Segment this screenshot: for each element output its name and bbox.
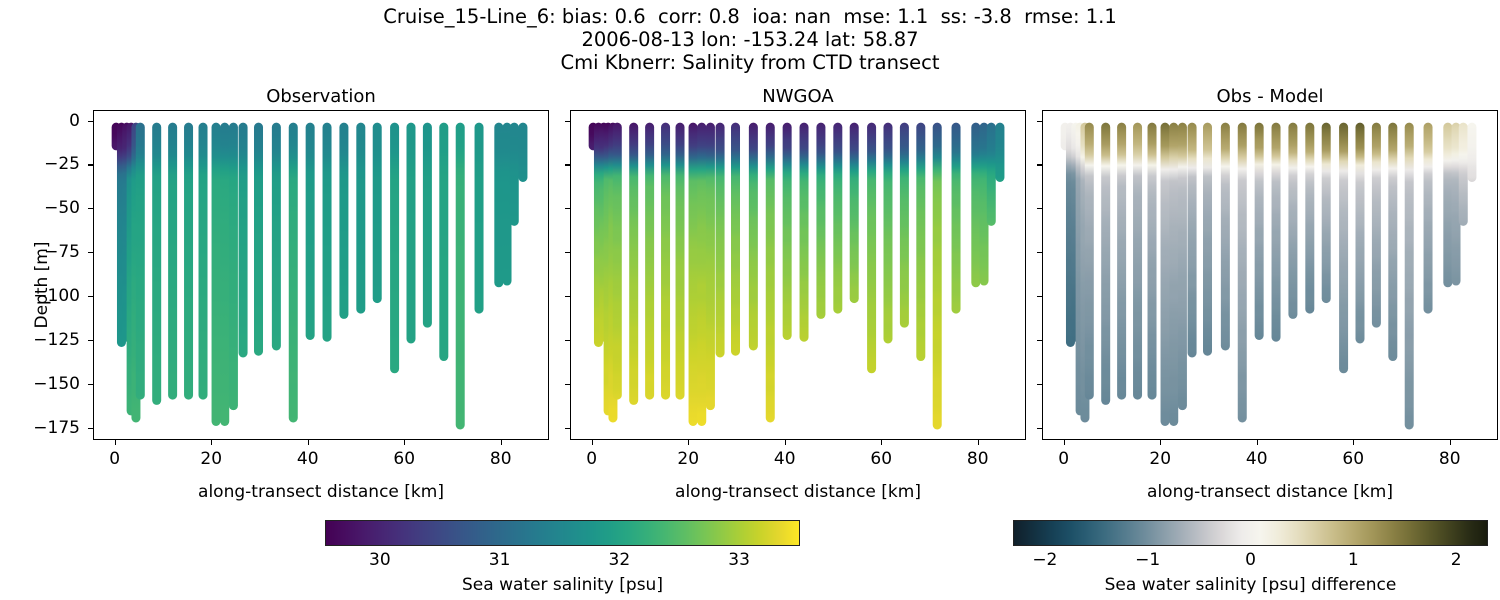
x-tick-mark: [784, 440, 786, 445]
y-axis-label-depth: Depth [m]: [32, 241, 52, 329]
y-tick-mark: [1037, 208, 1042, 210]
y-tick-mark: [1037, 383, 1042, 385]
colorbar-tick-label: 33: [728, 550, 750, 570]
y-tick-mark: [88, 296, 93, 298]
x-tick-label: 80: [966, 449, 989, 469]
x-tick-mark: [1449, 440, 1451, 445]
figure-title-line-2: 2006-08-13 lon: -153.24 lat: 58.87: [581, 28, 919, 51]
y-tick-mark: [88, 120, 93, 122]
colorbar-tick-label: 0: [1245, 550, 1256, 570]
y-tick-mark: [88, 339, 93, 342]
colorbar-tick-label: 30: [369, 550, 391, 570]
colorbar-tick-label: 2: [1450, 550, 1462, 570]
y-tick-mark: [1037, 164, 1042, 166]
x-tick-mark: [500, 440, 502, 445]
x-tick-label: 60: [1342, 449, 1365, 469]
y-tick-label: −125: [33, 329, 80, 350]
x-tick-mark: [211, 440, 213, 445]
x-tick-mark: [307, 440, 309, 445]
x-axis-label-obs-minus-model: along-transect distance [km]: [1147, 482, 1393, 502]
x-tick-mark: [114, 440, 116, 445]
panel-title-observation: Observation: [266, 86, 376, 107]
x-tick-mark: [881, 440, 883, 445]
x-tick-mark: [1160, 440, 1162, 445]
y-tick-label: −100: [33, 286, 80, 307]
y-tick-label: −50: [44, 198, 80, 219]
y-tick-label: −75: [44, 242, 80, 263]
y-tick-mark: [565, 339, 570, 342]
x-axis-label-observation: along-transect distance [km]: [198, 482, 444, 502]
y-tick-mark: [565, 296, 570, 298]
x-tick-label: 40: [296, 449, 319, 469]
x-tick-label: 0: [586, 449, 598, 469]
plot-panel-obs-minus-model[interactable]: [1042, 110, 1498, 440]
y-tick-mark: [1037, 339, 1042, 342]
x-tick-label: 40: [1245, 449, 1268, 469]
x-tick-mark: [688, 440, 690, 445]
y-tick-mark: [1037, 252, 1042, 254]
profile-canvas-obs-minus-model: [1043, 111, 1497, 439]
y-tick-mark: [1037, 120, 1042, 122]
colorbar-tick-label: 1: [1347, 550, 1359, 570]
colorbar-tick-label: 31: [488, 550, 511, 570]
y-tick-mark: [88, 164, 93, 166]
x-tick-label: 0: [109, 449, 121, 469]
colorbar-tick-label: 32: [608, 550, 631, 570]
colorbar-title-difference: Sea water salinity [psu] difference: [1104, 575, 1397, 595]
colorbar-difference[interactable]: [1013, 520, 1488, 546]
x-tick-label: 20: [200, 449, 223, 469]
x-tick-mark: [1353, 440, 1355, 445]
y-tick-mark: [565, 164, 570, 166]
x-tick-mark: [1063, 440, 1065, 445]
figure-title-line-1: Cruise_15-Line_6: bias: 0.6 corr: 0.8 io…: [383, 5, 1117, 28]
colorbar-tick-label: −2: [1032, 550, 1058, 570]
colorbar-tick-label: −1: [1135, 550, 1161, 570]
x-axis-label-nwgoa: along-transect distance [km]: [675, 482, 921, 502]
y-tick-label: −150: [33, 373, 80, 394]
y-tick-label: 0: [69, 110, 80, 131]
y-tick-mark: [1037, 427, 1042, 429]
y-tick-label: −175: [33, 417, 80, 438]
x-tick-mark: [591, 440, 593, 445]
y-tick-mark: [565, 383, 570, 385]
y-tick-mark: [88, 383, 93, 385]
y-tick-mark: [1037, 296, 1042, 298]
colorbar-gradient-difference: [1014, 521, 1487, 545]
x-tick-mark: [1256, 440, 1258, 445]
plot-panel-nwgoa[interactable]: [570, 110, 1026, 440]
y-tick-mark: [565, 208, 570, 210]
panel-title-obs-minus-model: Obs - Model: [1216, 86, 1324, 107]
x-tick-label: 60: [393, 449, 416, 469]
y-tick-mark: [88, 427, 93, 429]
colorbar-gradient-salinity: [326, 521, 799, 545]
plot-panel-observation[interactable]: [93, 110, 549, 440]
profile-canvas-observation: [94, 111, 548, 439]
y-tick-mark: [565, 427, 570, 429]
x-tick-mark: [977, 440, 979, 445]
x-tick-label: 20: [1149, 449, 1172, 469]
x-tick-label: 80: [489, 449, 512, 469]
y-tick-mark: [88, 252, 93, 254]
y-tick-mark: [88, 208, 93, 210]
x-tick-label: 80: [1438, 449, 1461, 469]
figure-title-line-3: Cmi Kbnerr: Salinity from CTD transect: [560, 51, 940, 74]
x-tick-label: 60: [870, 449, 893, 469]
y-tick-mark: [565, 252, 570, 254]
x-tick-label: 0: [1058, 449, 1070, 469]
panel-title-nwgoa: NWGOA: [762, 86, 834, 107]
x-tick-label: 20: [677, 449, 700, 469]
x-tick-label: 40: [773, 449, 796, 469]
y-tick-mark: [565, 120, 570, 122]
colorbar-title-salinity: Sea water salinity [psu]: [462, 575, 663, 595]
colorbar-salinity[interactable]: [325, 520, 800, 546]
y-tick-label: −25: [44, 154, 80, 175]
x-tick-mark: [404, 440, 406, 445]
profile-canvas-nwgoa: [571, 111, 1025, 439]
